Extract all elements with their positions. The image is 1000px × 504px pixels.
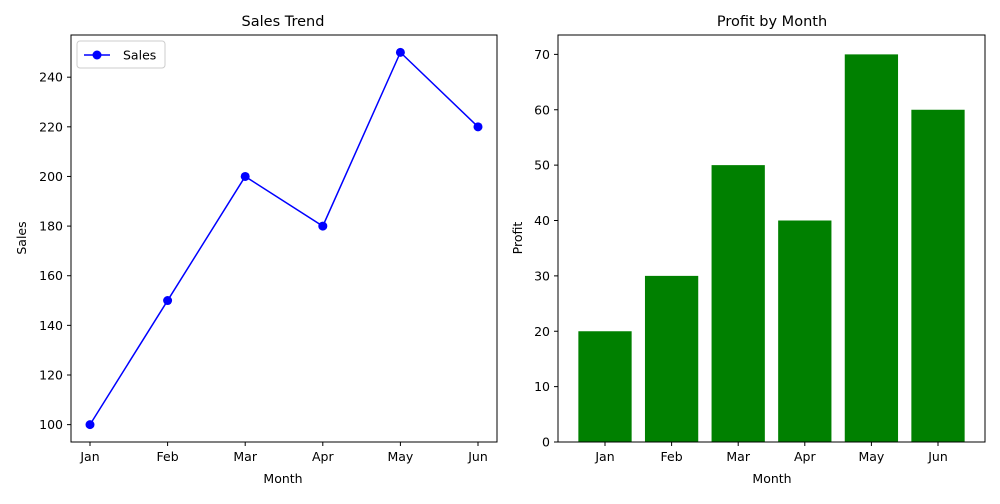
legend: Sales: [76, 40, 166, 69]
x-tick-label: Jan: [594, 449, 614, 464]
y-tick-label: 10: [534, 379, 550, 394]
legend-marker-sample: [92, 50, 102, 60]
data-point: [318, 221, 328, 231]
legend-entry-sales: Sales: [123, 48, 156, 63]
plot-frame: [70, 34, 498, 443]
x-tick-label: Mar: [726, 449, 750, 464]
chart-title: Sales Trend: [242, 14, 325, 30]
y-tick-label: 120: [39, 367, 63, 382]
profit-by-month-chart: Profit by Month 0 10 20 30 40 50 60 70 Jan Feb Ma…: [510, 14, 986, 486]
x-axis-label: Month: [263, 471, 302, 486]
y-tick-label: 180: [39, 219, 63, 234]
sales-trend-chart: Sales Trend 100 120 140 160 180 200 220 240 Jan…: [14, 14, 498, 486]
series-line: [89, 51, 479, 426]
y-tick-label: 50: [534, 158, 550, 173]
x-tick-label: Jun: [467, 449, 488, 464]
data-point: [395, 47, 405, 57]
data-point: [163, 296, 173, 306]
y-tick-label: 220: [39, 119, 63, 134]
y-tick-label: 70: [534, 47, 550, 62]
x-tick-label: May: [387, 449, 413, 464]
bar: [644, 275, 699, 442]
x-tick-label: Jun: [927, 449, 948, 464]
y-axis-label: Sales: [14, 221, 29, 254]
x-tick-label: Feb: [661, 449, 683, 464]
x-axis: Jan Feb Mar Apr May Jun: [79, 442, 488, 464]
plot-frame: [557, 34, 986, 443]
bar: [911, 109, 965, 443]
y-tick-label: 200: [39, 169, 63, 184]
y-tick-label: 30: [534, 268, 550, 283]
bar: [778, 220, 832, 442]
x-tick-label: Feb: [157, 449, 179, 464]
x-axis-label: Month: [752, 471, 791, 486]
x-axis: Jan Feb Mar Apr May Jun: [594, 442, 948, 464]
x-tick-label: Mar: [233, 449, 257, 464]
bar: [844, 54, 899, 442]
chart-title: Profit by Month: [717, 14, 827, 30]
y-tick-label: 240: [39, 70, 63, 85]
data-point: [240, 171, 250, 181]
y-tick-label: 140: [39, 318, 63, 333]
data-point: [85, 420, 95, 430]
y-tick-label: 0: [542, 435, 550, 450]
y-axis: 100 120 140 160 180 200 220 240: [39, 70, 71, 432]
x-tick-label: Apr: [794, 449, 816, 464]
series-profit: [557, 34, 986, 443]
bar: [711, 165, 765, 442]
x-tick-label: May: [858, 449, 884, 464]
series-sales: [85, 47, 483, 430]
data-point: [473, 122, 483, 132]
y-tick-label: 20: [534, 324, 550, 339]
y-tick-label: 160: [39, 268, 63, 283]
y-tick-label: 40: [534, 213, 550, 228]
y-tick-label: 100: [39, 417, 63, 432]
bar: [578, 331, 632, 442]
y-tick-label: 60: [534, 102, 550, 117]
y-axis: 0 10 20 30 40 50 60 70: [534, 47, 558, 450]
x-tick-label: Jan: [79, 449, 99, 464]
legend-box: [76, 40, 166, 69]
y-axis-label: Profit: [510, 222, 525, 255]
x-tick-label: Apr: [312, 449, 334, 464]
